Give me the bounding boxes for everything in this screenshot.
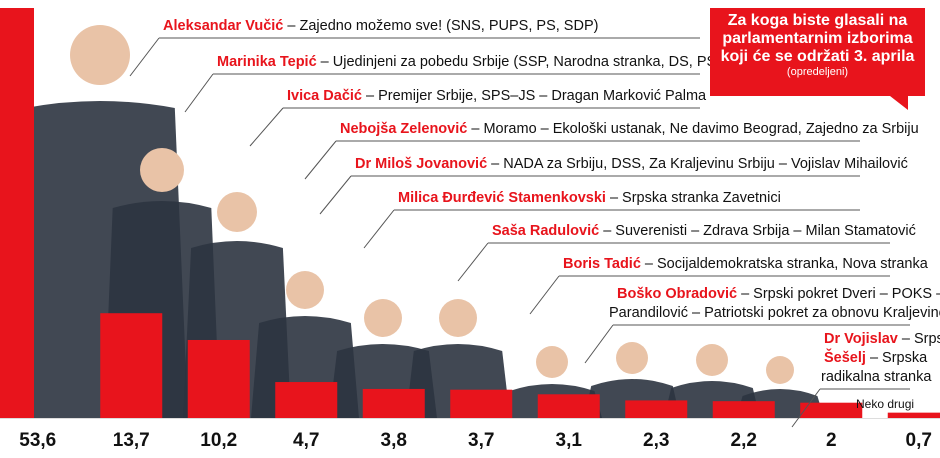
candidate-photo-head xyxy=(286,271,324,309)
candidate-label-6-desc: – Srpska stranka Zavetnici xyxy=(606,190,781,206)
candidate-photo-head xyxy=(616,342,648,374)
value-label-10: 2 xyxy=(826,430,837,451)
bar-9 xyxy=(712,401,775,418)
candidate-label-8: Boris Tadić – Socijaldemokratska stranka… xyxy=(563,256,929,272)
candidate-label-8-name: Boris Tadić xyxy=(563,256,641,272)
bar-11 xyxy=(887,412,940,418)
candidate-label-10-line3: radikalna stranka xyxy=(821,369,932,385)
candidate-photo-head xyxy=(696,344,728,376)
candidate-label-9-line2: Parandilović – Patriotski pokret za obno… xyxy=(609,305,940,321)
bar-7 xyxy=(537,394,600,418)
value-label-9: 2,2 xyxy=(731,430,757,451)
candidate-label-4-name: Nebojša Zelenović xyxy=(340,121,467,137)
candidate-label-11-desc: Neko drugi xyxy=(856,397,914,411)
candidate-label-9-desc2: Parandilović – Patriotski pokret za obno… xyxy=(609,305,940,321)
candidate-label-9-desc: – Srpski pokret Dveri – POKS – Miloš xyxy=(737,286,940,302)
candidate-label-7: Saša Radulović – Suverenisti – Zdrava Sr… xyxy=(492,223,916,239)
candidate-label-1-name: Aleksandar Vučić xyxy=(163,18,283,34)
candidate-label-4-leader-diag xyxy=(304,140,337,180)
survey-question: Za koga biste glasali na parlamentarnim … xyxy=(720,12,915,65)
candidate-photo-head xyxy=(70,25,130,85)
candidate-label-5-name: Dr Miloš Jovanović xyxy=(355,156,487,172)
candidate-label-3-name: Ivica Dačić xyxy=(287,88,362,104)
candidate-label-6-name: Milica Đurđević Stamenkovski xyxy=(398,190,606,206)
bar-2 xyxy=(100,313,163,418)
value-label-6: 3,7 xyxy=(468,430,494,451)
candidate-label-2-leader-diag xyxy=(184,73,214,113)
candidate-photo-head xyxy=(364,299,402,337)
candidate-label-10-name2: Šešelj xyxy=(824,348,866,366)
candidate-label-10-line2: Šešelj – Srpska xyxy=(824,348,928,366)
survey-question-box: Za koga biste glasali na parlamentarnim … xyxy=(710,8,925,96)
candidate-photo-head xyxy=(536,346,568,378)
candidate-label-10-desc2: – Srpska xyxy=(866,350,928,366)
value-label-11: 0,7 xyxy=(906,430,932,451)
candidate-label-7-leader-diag xyxy=(457,242,489,282)
bar-5 xyxy=(362,388,425,418)
candidate-label-9-name: Boško Obradović xyxy=(617,286,737,302)
candidate-label-11: Neko drugi xyxy=(856,397,914,411)
bar-10 xyxy=(800,402,863,418)
candidate-label-4: Nebojša Zelenović – Moramo – Ekološki us… xyxy=(340,121,919,137)
candidate-label-1: Aleksandar Vučić – Zajedno možemo sve! (… xyxy=(163,18,598,34)
candidate-label-10-desc: – Srpska xyxy=(898,331,940,347)
bar-6 xyxy=(450,389,513,418)
candidate-label-3: Ivica Dačić – Premijer Srbije, SPS–JS – … xyxy=(287,88,707,104)
candidate-label-9: Boško Obradović – Srpski pokret Dveri – … xyxy=(617,286,940,302)
candidate-label-5: Dr Miloš Jovanović – NADA za Srbiju, DSS… xyxy=(355,156,908,172)
candidate-label-1-leader-diag xyxy=(129,37,160,77)
candidate-label-10-leader-diag xyxy=(791,388,821,428)
candidate-label-10: Dr Vojislav – Srpska xyxy=(824,331,940,347)
candidate-label-1-desc: – Zajedno možemo sve! (SNS, PUPS, PS, SD… xyxy=(283,18,598,34)
candidate-photo-head xyxy=(217,192,257,232)
candidate-label-8-leader-diag xyxy=(529,275,560,315)
value-label-8: 2,3 xyxy=(643,430,669,451)
candidate-label-2: Marinika Tepić – Ujedinjeni za pobedu Sr… xyxy=(217,54,732,70)
candidate-label-10-name: Dr Vojislav xyxy=(824,331,898,347)
value-label-3: 10,2 xyxy=(200,430,237,451)
value-label-5: 3,8 xyxy=(381,430,407,451)
candidate-label-3-desc: – Premijer Srbije, SPS–JS – Dragan Marko… xyxy=(362,88,707,104)
value-label-2: 13,7 xyxy=(113,430,150,451)
bar-8 xyxy=(625,400,688,418)
candidate-label-10-desc3: radikalna stranka xyxy=(821,369,932,385)
value-label-4: 4,7 xyxy=(293,430,319,451)
candidate-label-4-desc: – Moramo – Ekološki ustanak, Ne davimo B… xyxy=(467,121,918,137)
bar-1 xyxy=(0,8,34,418)
candidate-label-5-leader-diag xyxy=(319,175,352,215)
candidate-label-9-leader-diag xyxy=(584,324,614,364)
callout-tail xyxy=(890,96,908,110)
candidate-label-5-desc: – NADA za Srbiju, DSS, Za Kraljevinu Srb… xyxy=(487,156,908,172)
candidate-label-2-desc: – Ujedinjeni za pobedu Srbije (SSP, Naro… xyxy=(317,54,733,70)
candidate-label-8-desc: – Socijaldemokratska stranka, Nova stran… xyxy=(641,256,929,272)
value-label-7: 3,1 xyxy=(556,430,583,451)
survey-note: (opredeljeni) xyxy=(786,66,849,78)
candidate-label-7-desc: – Suverenisti – Zdrava Srbija – Milan St… xyxy=(599,223,916,239)
candidate-label-6: Milica Đurđević Stamenkovski – Srpska st… xyxy=(398,190,781,206)
value-label-1: 53,6 xyxy=(19,430,56,451)
candidate-photo-head xyxy=(766,356,794,384)
candidate-photo-head xyxy=(140,148,184,192)
candidate-label-2-name: Marinika Tepić xyxy=(217,54,317,70)
bar-4 xyxy=(275,382,338,418)
candidate-label-3-leader-diag xyxy=(249,107,284,147)
candidate-label-7-name: Saša Radulović xyxy=(492,223,599,239)
candidate-label-6-leader-diag xyxy=(363,209,395,249)
candidate-photo-head xyxy=(439,299,477,337)
bar-3 xyxy=(187,339,250,418)
